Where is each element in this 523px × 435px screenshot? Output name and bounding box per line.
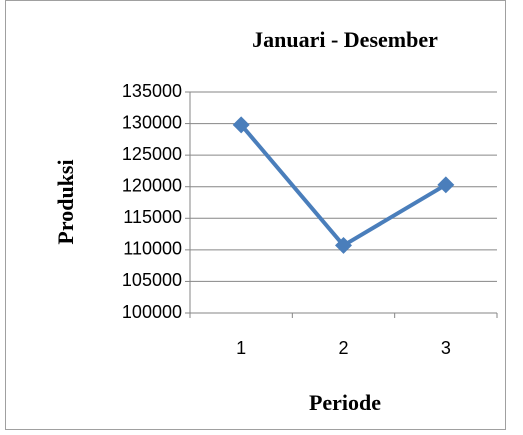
y-tick-label: 105000 bbox=[122, 270, 182, 290]
marker bbox=[437, 176, 455, 194]
marker bbox=[232, 116, 250, 134]
y-tick-label: 100000 bbox=[122, 302, 182, 322]
chart-title: Januari - Desember bbox=[252, 27, 438, 52]
marker bbox=[335, 236, 352, 254]
y-tick-label: 130000 bbox=[122, 112, 182, 132]
chart-frame bbox=[5, 0, 506, 430]
y-tick-label: 120000 bbox=[122, 175, 182, 195]
x-tick-label: 3 bbox=[441, 338, 451, 358]
y-axis-label: Produksi bbox=[53, 159, 78, 244]
y-tick-label: 115000 bbox=[123, 207, 182, 227]
y-tick-label: 110000 bbox=[123, 239, 182, 259]
x-axis-label: Periode bbox=[309, 390, 381, 415]
x-tick-label: 2 bbox=[338, 338, 348, 358]
x-tick-label: 1 bbox=[236, 338, 246, 358]
y-tick-label: 125000 bbox=[122, 144, 182, 164]
y-tick-label: 135000 bbox=[122, 81, 182, 101]
